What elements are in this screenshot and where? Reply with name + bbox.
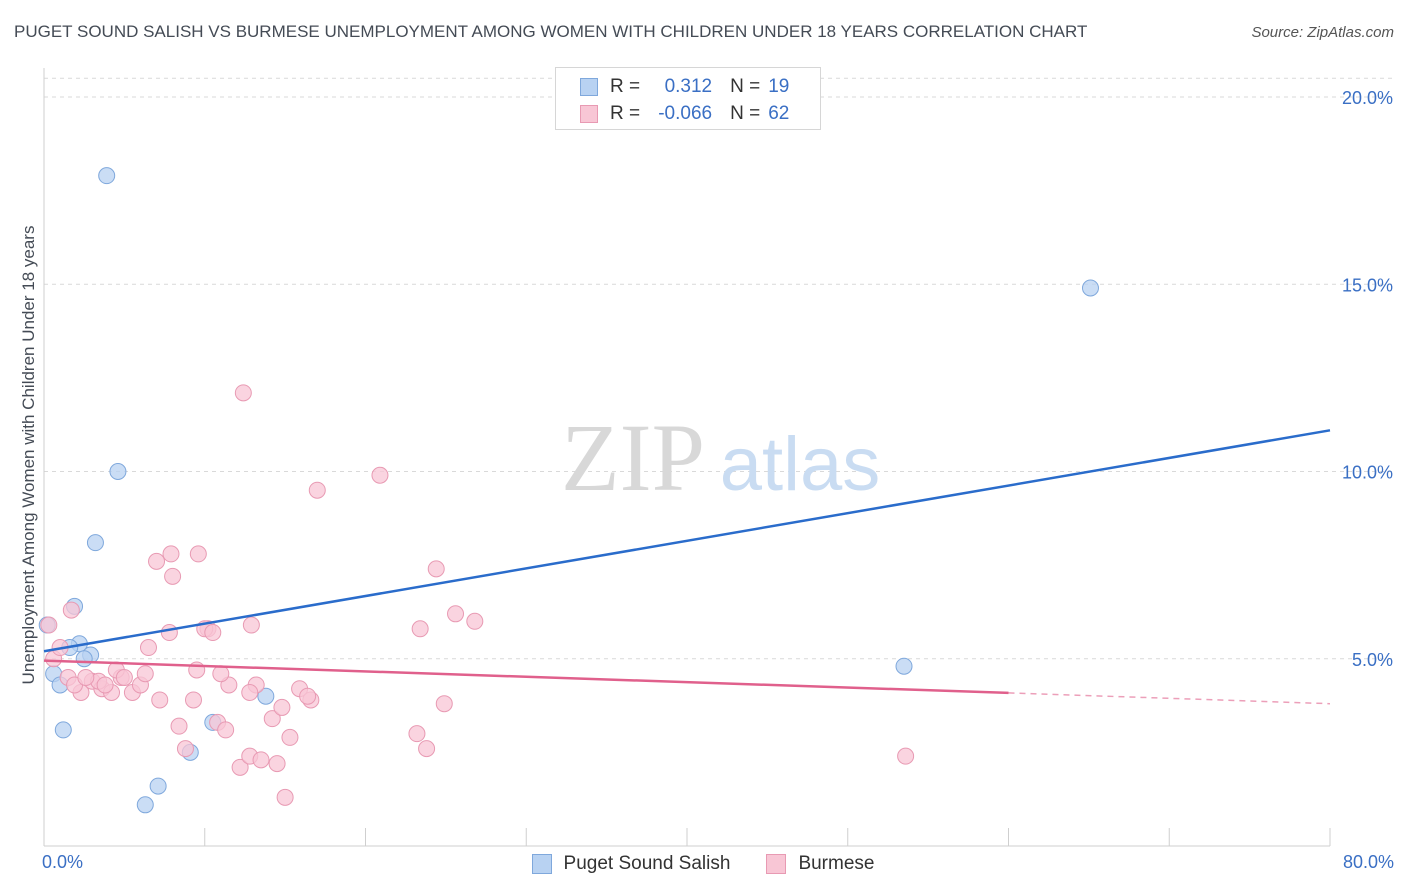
data-point-burmese	[252, 751, 270, 769]
data-point-puget-sound-salish	[257, 687, 275, 705]
data-point-burmese	[418, 740, 436, 758]
data-point-burmese	[435, 695, 453, 713]
legend-swatch-blue	[580, 78, 598, 96]
data-point-burmese	[204, 624, 222, 642]
legend-r-label: R =	[610, 103, 641, 124]
data-point-burmese	[184, 691, 202, 709]
watermark-atlas: atlas	[720, 422, 881, 507]
data-point-burmese	[427, 560, 445, 578]
series-legend-label: Burmese	[798, 853, 875, 874]
legend-row-burmese: R = -0.066 N = 62	[580, 103, 789, 125]
data-point-burmese	[447, 605, 465, 623]
y-tick-label: 15.0%	[1342, 275, 1393, 295]
series-swatch-pink	[766, 854, 787, 874]
legend-n-label: N =	[730, 76, 761, 97]
data-point-burmese	[242, 616, 260, 634]
y-tick-labels: 5.0% 10.0% 15.0% 20.0%	[1342, 88, 1393, 670]
data-point-burmese	[411, 620, 429, 638]
data-point-burmese	[299, 687, 317, 705]
source-label: Source: ZipAtlas.com	[1251, 24, 1394, 41]
trend-line-burmese-extension	[1008, 692, 1331, 705]
legend-row-puget-sound-salish: R = 0.312 N = 19	[580, 76, 789, 98]
data-point-burmese	[96, 676, 114, 694]
data-point-burmese	[466, 612, 484, 630]
data-point-burmese	[371, 466, 389, 484]
legend-r-value: -0.066	[658, 103, 713, 124]
data-point-burmese	[308, 481, 326, 499]
grid-layer	[44, 77, 1394, 660]
data-point-puget-sound-salish	[86, 534, 104, 552]
series-legend: Puget Sound Salish Burmese	[0, 852, 1406, 876]
data-point-burmese	[268, 755, 286, 773]
data-point-burmese	[77, 668, 95, 686]
series-legend-item-burmese[interactable]: Burmese	[766, 853, 874, 875]
data-point-burmese	[189, 545, 207, 563]
trend-layer	[43, 429, 1331, 705]
data-point-burmese	[276, 788, 294, 806]
legend-r-label: R =	[610, 76, 641, 97]
data-point-burmese	[176, 740, 194, 758]
data-point-puget-sound-salish	[54, 721, 72, 739]
data-point-burmese	[263, 710, 281, 728]
data-point-puget-sound-salish	[1081, 279, 1099, 297]
data-point-burmese	[115, 668, 133, 686]
data-point-burmese	[170, 717, 188, 735]
data-point-burmese	[231, 758, 249, 776]
data-point-burmese	[217, 721, 235, 739]
data-point-puget-sound-salish	[895, 657, 913, 675]
y-tick-label: 10.0%	[1342, 463, 1393, 483]
data-point-burmese	[139, 639, 157, 657]
data-point-burmese	[408, 725, 426, 743]
data-point-puget-sound-salish	[75, 650, 93, 668]
legend-n-value: 62	[768, 103, 790, 124]
legend-n-value: 19	[768, 76, 790, 97]
data-point-burmese	[241, 683, 259, 701]
trend-line-burmese	[43, 659, 1009, 695]
data-point-puget-sound-salish	[109, 463, 127, 480]
data-point-burmese	[281, 728, 299, 746]
series-legend-item-puget-sound-salish[interactable]: Puget Sound Salish	[531, 853, 731, 875]
series-swatch-blue	[531, 854, 552, 874]
series-legend-label: Puget Sound Salish	[563, 853, 731, 874]
data-point-burmese	[62, 601, 80, 619]
data-point-burmese	[897, 747, 915, 765]
data-point-burmese	[148, 552, 166, 570]
data-point-puget-sound-salish	[149, 777, 167, 795]
legend-swatch-pink	[580, 105, 598, 123]
data-point-burmese	[164, 567, 182, 585]
data-point-puget-sound-salish	[136, 796, 154, 814]
axes-layer	[43, 68, 1331, 847]
legend-r-value: 0.312	[664, 76, 713, 97]
data-point-burmese	[151, 691, 169, 709]
correlation-legend: R = 0.312 N = 19 R = -0.066 N = 62	[555, 67, 821, 130]
chart-title: PUGET SOUND SALISH VS BURMESE UNEMPLOYME…	[14, 22, 1088, 41]
data-point-burmese	[212, 665, 230, 683]
legend-n-label: N =	[730, 103, 761, 124]
data-point-burmese	[136, 665, 154, 683]
data-point-puget-sound-salish	[98, 167, 116, 185]
data-point-burmese	[40, 616, 58, 634]
data-point-burmese	[234, 384, 252, 402]
y-tick-label: 5.0%	[1352, 650, 1393, 670]
data-point-burmese	[160, 624, 178, 642]
x-tick-label-min: 0.0%	[42, 852, 84, 872]
points-layer	[38, 167, 1099, 814]
data-point-burmese	[162, 545, 180, 563]
y-tick-label: 20.0%	[1342, 88, 1393, 108]
data-point-burmese	[273, 698, 291, 716]
x-tick-label-max: 80.0%	[1342, 852, 1394, 872]
watermark-zip: ZIP	[561, 404, 705, 511]
trend-line-puget-sound-salish	[43, 429, 1331, 653]
